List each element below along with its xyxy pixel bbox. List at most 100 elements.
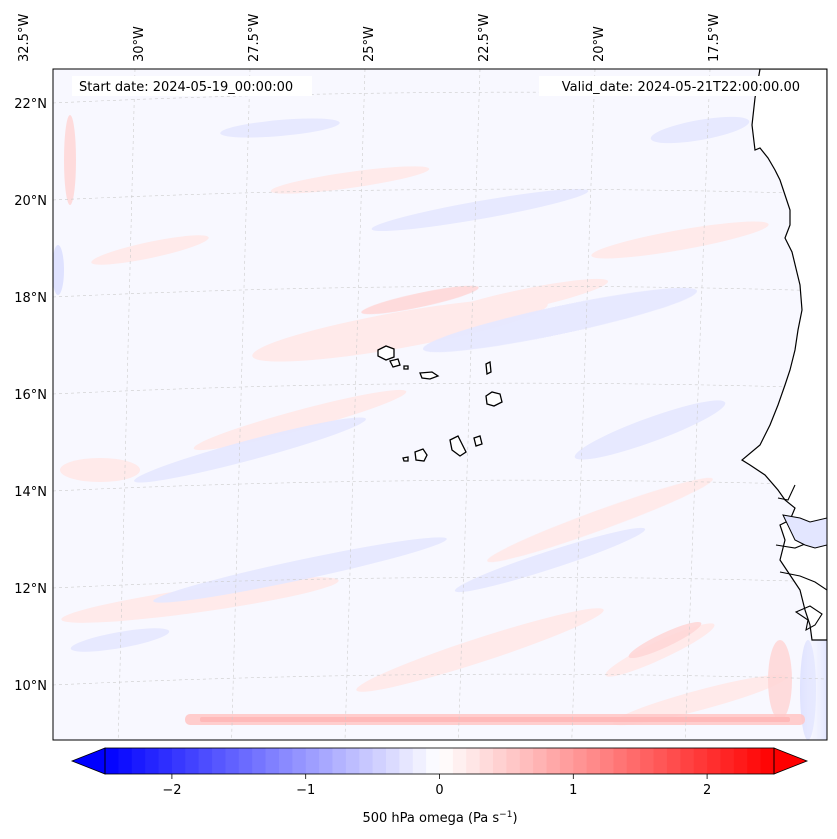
- parallel-line: [53, 673, 827, 686]
- parallel-line: [53, 91, 827, 104]
- meridian-line: [344, 69, 366, 740]
- colorbar-max-extend: [773, 747, 809, 775]
- meridian-line: [458, 69, 481, 740]
- colorbar-segment: [225, 748, 240, 774]
- colorbar-segment: [319, 748, 334, 774]
- colorbar-segment: [265, 748, 280, 774]
- colorbar-segment: [439, 748, 454, 774]
- colorbar-segment: [680, 748, 695, 774]
- parallel-line: [53, 382, 827, 395]
- colorbar-min-extend: [70, 747, 106, 775]
- colorbar-segment: [292, 748, 307, 774]
- lat-label: 16°N: [14, 388, 47, 403]
- meridian-line: [231, 69, 251, 740]
- colorbar-segment: [399, 748, 414, 774]
- colorbar-segment: [372, 748, 387, 774]
- colorbar-segment: [118, 748, 133, 774]
- colorbar-segment: [693, 748, 708, 774]
- colorbar-segment: [493, 748, 507, 774]
- colorbar-segment: [666, 748, 681, 774]
- lon-label: 17.5°W: [707, 14, 722, 62]
- start-date-box: [72, 76, 312, 96]
- colorbar-segment: [158, 748, 173, 774]
- colorbar-segment: [626, 748, 641, 774]
- colorbar-segment: [653, 748, 668, 774]
- lon-label: 32.5°W: [17, 14, 32, 62]
- lat-label: 18°N: [14, 291, 47, 306]
- colorbar-segment: [707, 748, 722, 774]
- colorbar-segment: [131, 748, 146, 774]
- lon-label: 25°W: [362, 26, 377, 62]
- colorbar-label: 500 hPa omega (Pa s−1): [362, 810, 517, 826]
- parallel-line: [53, 576, 827, 589]
- colorbar-segment: [586, 748, 601, 774]
- colorbar-segment: [426, 748, 441, 774]
- colorbar-segment: [452, 748, 467, 774]
- africa-coastline: [740, 69, 827, 641]
- meridian-line: [117, 69, 136, 740]
- lon-label: 27.5°W: [247, 14, 262, 62]
- lat-label: 20°N: [14, 194, 47, 209]
- colorbar-segment: [519, 748, 534, 774]
- colorbar-segment: [305, 748, 320, 774]
- parallel-line: [53, 479, 827, 492]
- lon-label: 20°W: [592, 26, 607, 62]
- colorbar-segment: [385, 748, 400, 774]
- lon-label: 30°W: [132, 26, 147, 62]
- lon-label: 22.5°W: [477, 14, 492, 62]
- colorbar-segment: [185, 748, 200, 774]
- parallel-line: [53, 188, 827, 201]
- meridian-line: [5, 69, 20, 740]
- colorbar-segment: [466, 748, 481, 774]
- colorbar-segment: [198, 748, 213, 774]
- colorbar-ticks: −2 −1 0 1 2: [162, 774, 711, 798]
- colorbar-segment: [145, 748, 160, 774]
- lat-label: 10°N: [14, 679, 47, 694]
- colorbar-segment: [600, 748, 615, 774]
- colorbar-tick-label: −1: [296, 783, 315, 798]
- start-date-text: Start date: 2024-05-19_00:00:00: [79, 80, 293, 95]
- lat-label: 12°N: [14, 582, 47, 597]
- colorbar-tick-label: 1: [569, 783, 577, 798]
- colorbar-tick-label: 2: [703, 783, 711, 798]
- colorbar-segment: [546, 748, 561, 774]
- valid-date-box: [539, 76, 807, 96]
- colorbar-segment: [747, 748, 762, 774]
- lat-label: 22°N: [14, 97, 47, 112]
- meridian-line: [684, 69, 711, 740]
- colorbar-segment: [105, 748, 119, 774]
- colorbar: −2 −1 0 1 2 500 hPa omega (Pa s−1): [70, 747, 809, 826]
- graticule: [5, 69, 827, 740]
- colorbar-segment: [412, 748, 427, 774]
- latitude-labels: 22°N 20°N 18°N 16°N 14°N 12°N 10°N: [14, 97, 47, 694]
- colorbar-segment: [238, 748, 253, 774]
- colorbar-segment: [613, 748, 628, 774]
- colorbar-segment: [212, 748, 227, 774]
- map-frame: [52, 68, 828, 741]
- longitude-labels: 32.5°W 30°W 27.5°W 25°W 22.5°W 20°W 17.5°W: [17, 14, 722, 62]
- parallel-line: [53, 285, 827, 298]
- colorbar-segment: [278, 748, 293, 774]
- colorbar-segment: [533, 748, 548, 774]
- colorbar-segment: [171, 748, 186, 774]
- colorbar-segment: [640, 748, 655, 774]
- colorbar-segment: [479, 748, 494, 774]
- colorbar-segment: [573, 748, 588, 774]
- valid-date-text: Valid_date: 2024-05-21T22:00:00.00: [562, 80, 800, 95]
- colorbar-segment: [720, 748, 735, 774]
- colorbar-segment: [359, 748, 374, 774]
- colorbar-segment: [332, 748, 347, 774]
- colorbar-segment: [252, 748, 267, 774]
- colorbar-segment: [733, 748, 748, 774]
- colorbar-segment: [760, 748, 775, 774]
- colorbar-tick-label: −2: [162, 783, 181, 798]
- meridian-line: [571, 69, 596, 740]
- colorbar-segment: [559, 748, 574, 774]
- colorbar-tick-label: 0: [435, 783, 443, 798]
- colorbar-segment: [506, 748, 521, 774]
- colorbar-segment: [345, 748, 360, 774]
- lat-label: 14°N: [14, 485, 47, 500]
- colorbar-segments: [105, 748, 775, 774]
- cape-verde-islands: [377, 345, 503, 462]
